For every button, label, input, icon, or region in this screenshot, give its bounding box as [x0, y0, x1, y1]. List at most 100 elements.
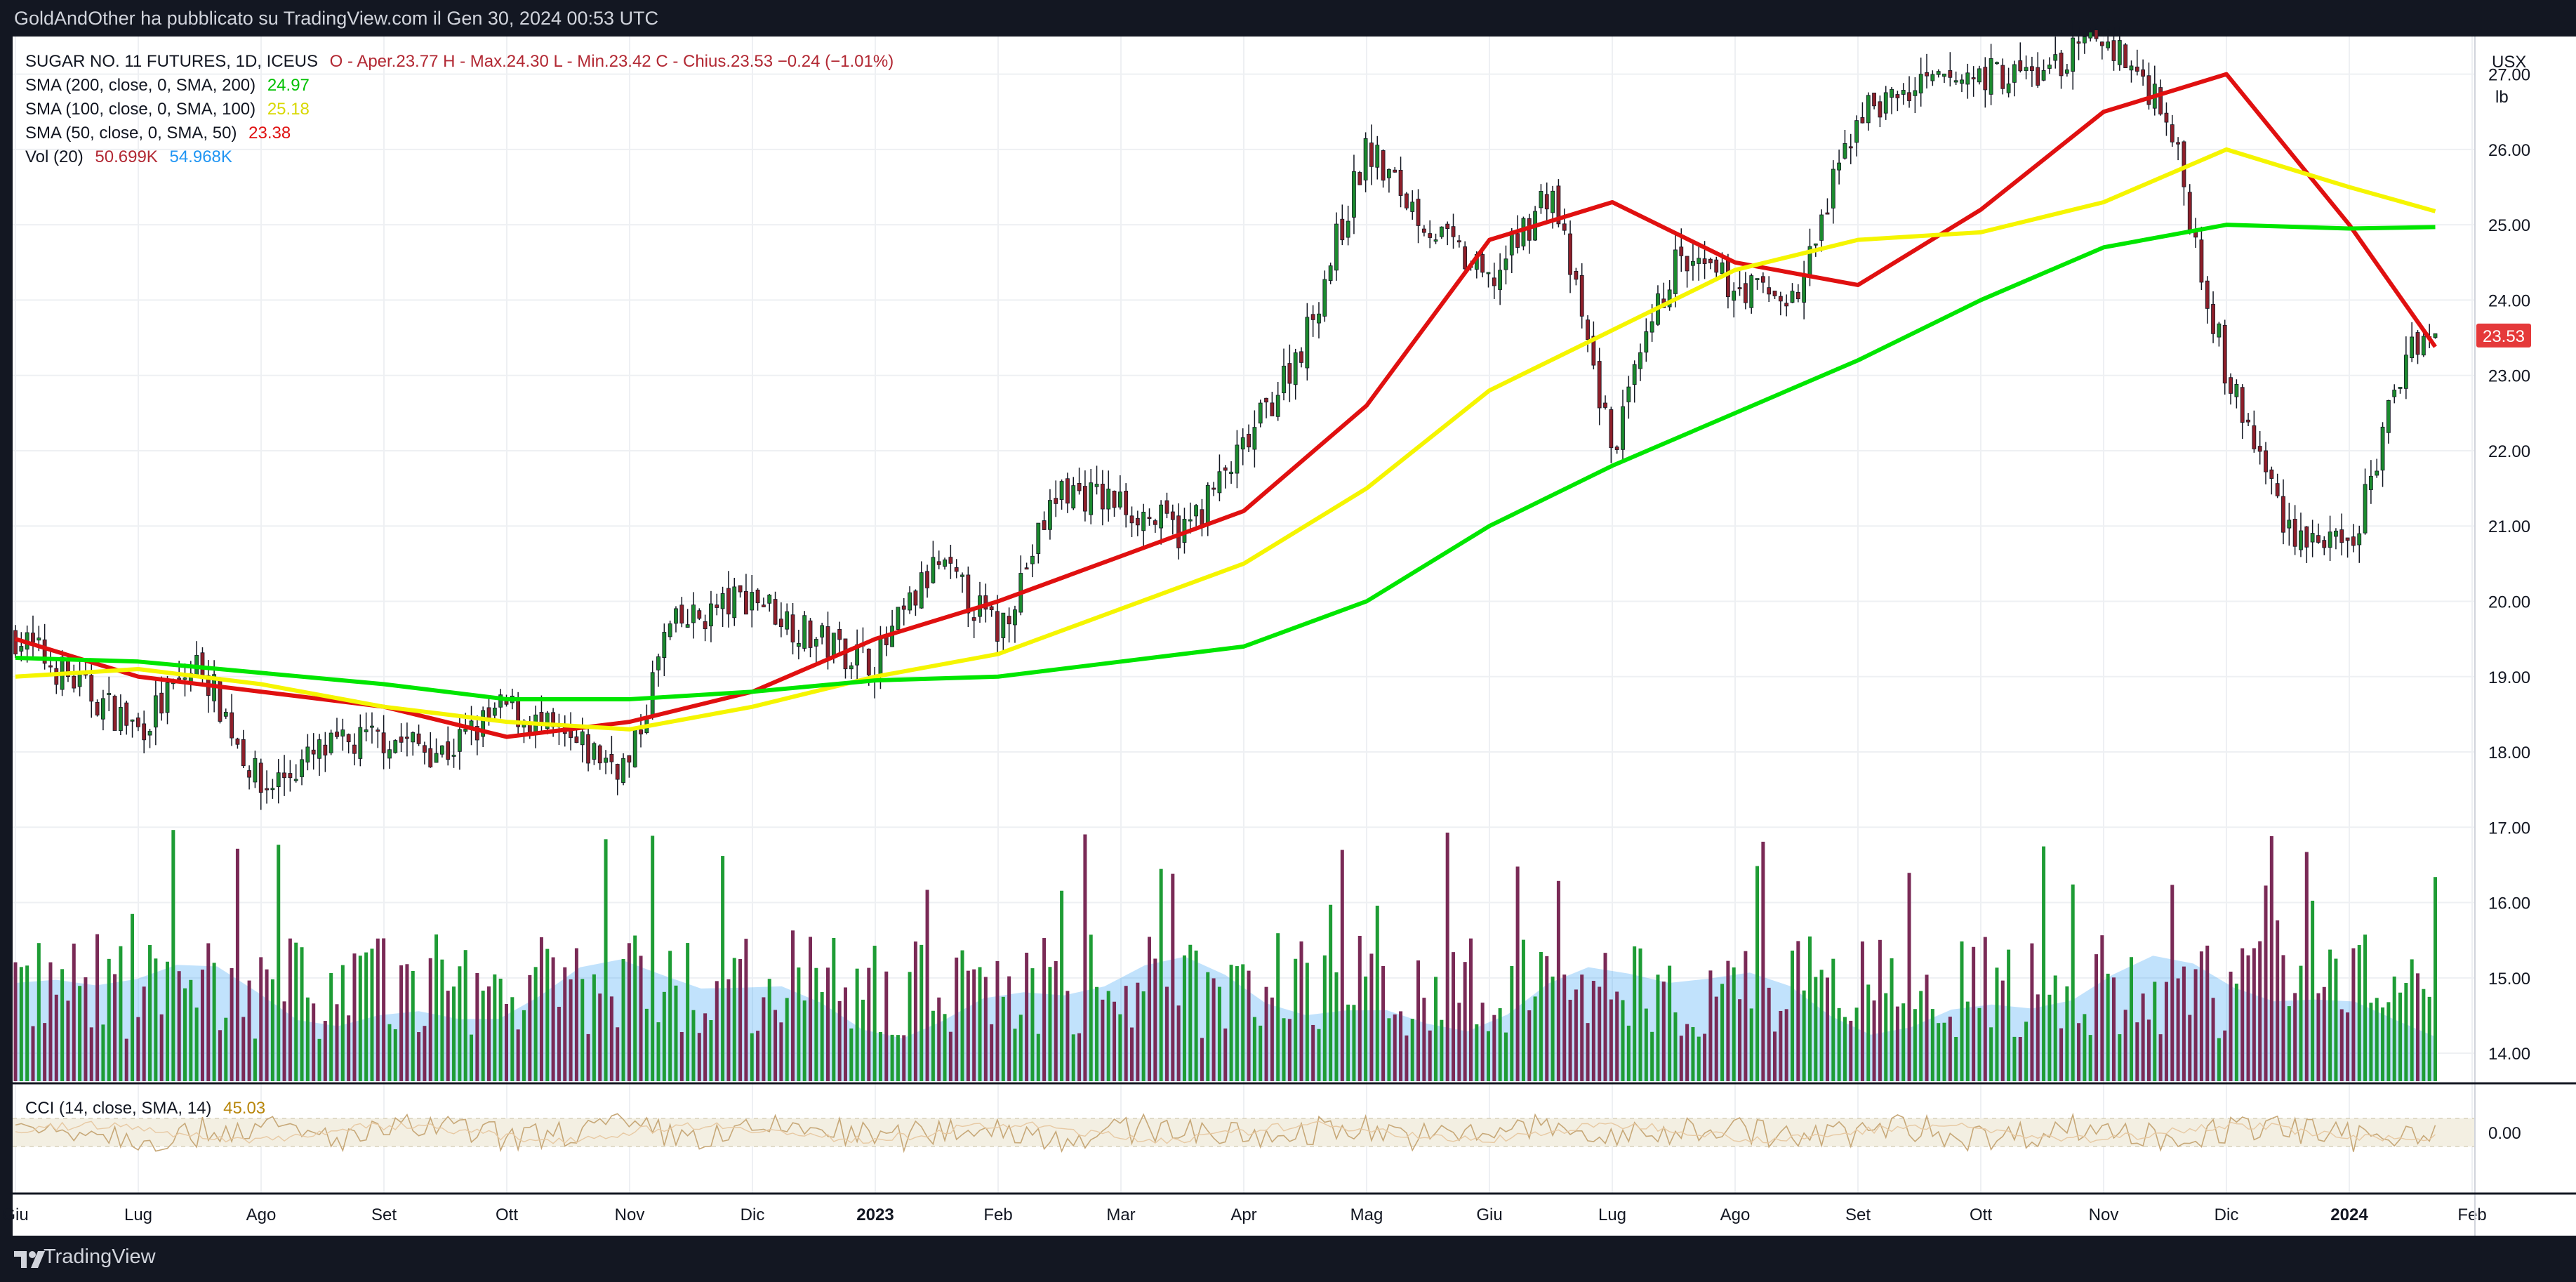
candle-body: [241, 739, 246, 767]
cci-value: 45.03: [223, 1099, 266, 1118]
candle-body: [802, 615, 807, 649]
candle-body: [1492, 277, 1496, 286]
candle-body: [2182, 141, 2186, 187]
volume-bar: [522, 1010, 526, 1081]
candle-body: [1579, 275, 1584, 317]
candle-body: [130, 719, 135, 722]
candle-body: [135, 718, 140, 727]
candle-body: [960, 574, 964, 577]
volume-bar: [43, 1023, 47, 1081]
candle-body: [423, 745, 427, 753]
volume-bar: [1960, 941, 1964, 1081]
candle-body: [1240, 437, 1245, 450]
candle-body: [2415, 332, 2420, 355]
candle-body: [2106, 41, 2111, 48]
volume-bar: [1317, 1029, 1321, 1081]
candle-body: [2246, 419, 2250, 423]
sma50-label: SMA (50, close, 0, SMA, 50): [25, 124, 237, 143]
candle-body: [820, 625, 825, 637]
volume-bar: [1761, 841, 1765, 1081]
volume-bar: [2386, 1002, 2391, 1081]
candle-body: [1714, 259, 1719, 273]
candle-body: [42, 639, 47, 664]
price-tick-label: 24.00: [2488, 291, 2530, 310]
price-tick-label: 23.00: [2488, 367, 2530, 386]
candle-body: [1790, 291, 1795, 303]
candle-body: [31, 633, 35, 643]
sma-line-2: [15, 147, 2436, 732]
candle-body: [1393, 169, 1397, 173]
volume-bar: [2392, 976, 2396, 1081]
candle-body: [399, 736, 404, 743]
volume-bar: [1925, 974, 1929, 1081]
candle-body: [685, 624, 690, 628]
candle-body: [1813, 243, 1818, 246]
volume-bar: [428, 958, 432, 1081]
candle-body: [709, 603, 713, 627]
candle-body: [966, 574, 971, 614]
candle-body: [650, 672, 655, 718]
volume-bar: [1907, 873, 1911, 1081]
candle-body: [1287, 363, 1292, 384]
volume-bar: [159, 1014, 164, 1081]
volume-bar: [393, 1029, 397, 1081]
candle-body: [2217, 323, 2222, 338]
volume-bar: [545, 949, 550, 1081]
volume-bar: [399, 965, 404, 1081]
volume-bar: [1638, 948, 1642, 1081]
candle-body: [901, 605, 906, 610]
volume-bar: [960, 950, 964, 1081]
legend-sma100[interactable]: SMA (100, close, 0, SMA, 100) 25.18: [25, 100, 310, 119]
volume-bar: [580, 979, 585, 1081]
candle-body: [750, 592, 755, 611]
candle-body: [147, 731, 152, 736]
candle-body: [1521, 218, 1526, 246]
candle-body: [1539, 191, 1543, 209]
time-tick-label: Dic: [2215, 1205, 2239, 1224]
volume-bar: [726, 979, 731, 1081]
volume-bar: [2404, 983, 2408, 1081]
volume-bar: [2339, 1009, 2344, 1081]
volume-bar: [1457, 1003, 1461, 1081]
volume-bar: [347, 1015, 351, 1081]
candle-body: [639, 729, 643, 734]
candle-body: [2292, 518, 2297, 547]
volume-bar: [644, 1008, 649, 1081]
candle-body: [288, 773, 293, 779]
time-tick-label: Feb: [2457, 1205, 2486, 1224]
candle-body: [1685, 256, 1689, 272]
tradingview-logo-icon: [14, 1251, 45, 1268]
candle-body: [796, 642, 801, 647]
volume-bar: [1562, 974, 1567, 1081]
time-tick-label: Mag: [1350, 1205, 1383, 1224]
volume-label: Vol (20): [25, 147, 84, 166]
volume-bar: [2193, 969, 2198, 1081]
candle-body: [913, 590, 918, 606]
volume-bar: [1510, 966, 1514, 1081]
volume-bar: [1206, 972, 1210, 1081]
candle-body: [1439, 226, 1444, 237]
candle-body: [931, 557, 936, 583]
candle-body: [627, 755, 632, 762]
price-chart[interactable]: 0.00 27.00 26.00 25.00 24.00 23.00 22.00 21.00…: [0, 0, 2576, 1236]
candle-body: [393, 740, 398, 753]
candle-body: [703, 621, 708, 630]
candle-body: [1404, 193, 1409, 209]
last-price-label: 23.53: [2483, 327, 2525, 346]
volume-bar: [1989, 1027, 1993, 1081]
legend-sma200[interactable]: SMA (200, close, 0, SMA, 200) 24.97: [25, 76, 310, 95]
volume-bar: [1095, 986, 1099, 1081]
legend-volume[interactable]: Vol (20) 50.699K 54.968K: [25, 147, 232, 167]
volume-bar: [200, 970, 204, 1081]
volume-bar: [72, 944, 76, 1081]
candle-body: [1697, 258, 1701, 264]
candle-body: [328, 732, 333, 753]
volume-bar: [774, 1010, 778, 1081]
legend-cci[interactable]: CCI (14, close, SMA, 14) 45.03: [25, 1099, 265, 1118]
volume-bar: [463, 950, 467, 1081]
candle-body: [732, 586, 737, 619]
candle-body: [1708, 258, 1713, 263]
candle-body: [1597, 361, 1602, 409]
legend-sma50[interactable]: SMA (50, close, 0, SMA, 50) 23.38: [25, 124, 291, 143]
volume-bar: [1486, 1031, 1490, 1081]
